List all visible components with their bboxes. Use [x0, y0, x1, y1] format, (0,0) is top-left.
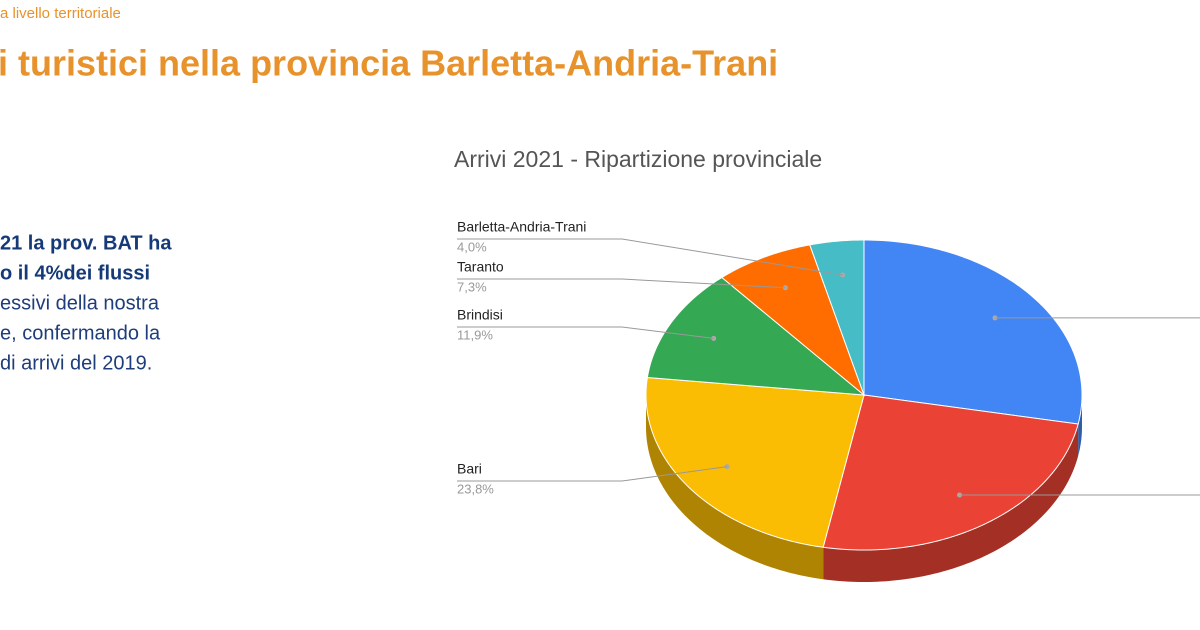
- body-line: o il 4%dei flussi: [0, 262, 150, 284]
- pie-slice: [809, 239, 865, 396]
- slice-label: Brindisi: [457, 307, 503, 323]
- leader-line: [457, 326, 714, 339]
- slice-value-label: 11,9%: [457, 327, 493, 342]
- pie-slice: [646, 276, 866, 396]
- pie-slice-side: [823, 424, 1079, 582]
- body-line: 21 la prov. BAT ha: [0, 232, 172, 254]
- slice-label: Taranto: [457, 259, 504, 275]
- slice-value-label: 4,0%: [457, 239, 487, 254]
- slice-label: Bari: [457, 461, 482, 477]
- pie-slice: [645, 376, 865, 548]
- pie-slice: [822, 394, 1079, 551]
- leader-line: [457, 466, 728, 482]
- pie-slice: [721, 244, 866, 397]
- pie-slice: [863, 239, 1083, 425]
- slice-value-label: 7,3%: [457, 279, 487, 294]
- body-line: essivi della nostra: [0, 292, 160, 314]
- chart-title: Arrivi 2021 - Ripartizione provinciale: [454, 146, 822, 172]
- body-line: e, confermando la: [0, 322, 161, 344]
- slide-title: i turistici nella provincia Barletta-And…: [0, 43, 778, 84]
- section-label: a livello territoriale: [0, 5, 121, 22]
- leader-line: [457, 278, 786, 289]
- slice-label: Barletta-Andria-Trani: [457, 219, 586, 235]
- slice-value-label: 23,8%: [457, 481, 494, 496]
- pie-slice-side: [646, 395, 824, 580]
- body-line: di arrivi del 2019.: [0, 352, 152, 374]
- leader-line: [457, 238, 843, 276]
